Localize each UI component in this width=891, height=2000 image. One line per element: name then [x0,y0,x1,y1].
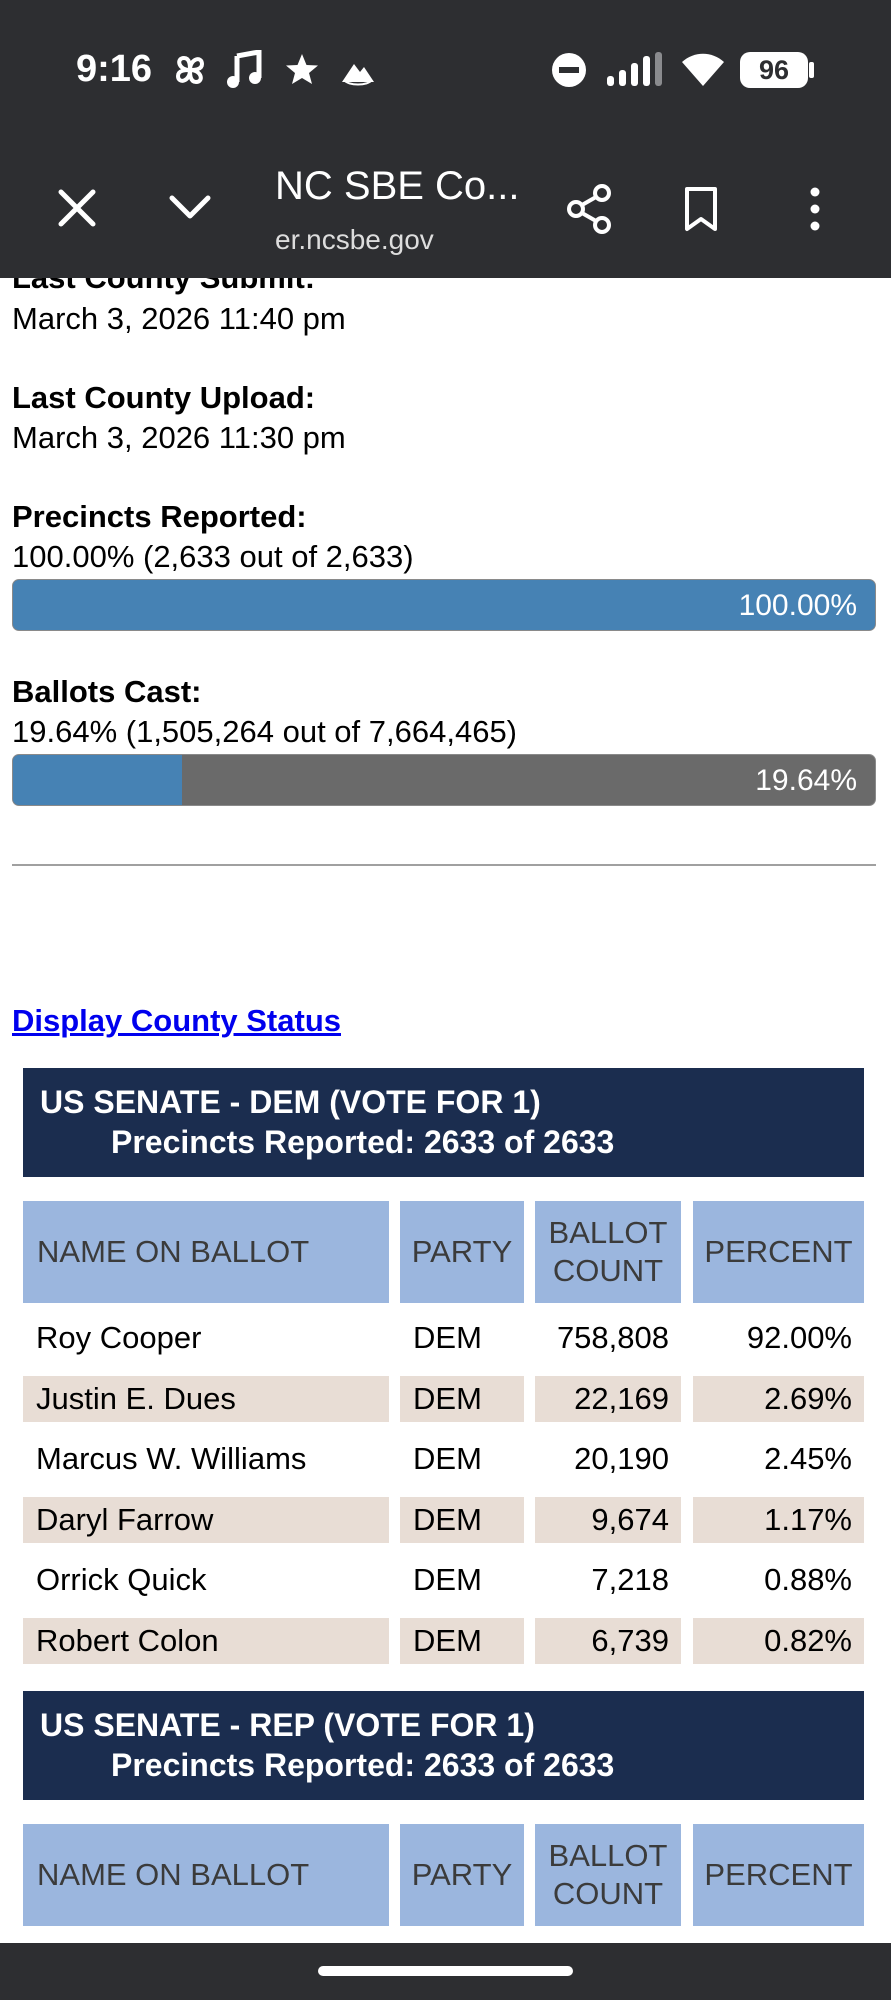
column-header-party[interactable]: PARTY [400,1824,524,1926]
column-header-ballot-line1: BALLOT [548,1215,668,1250]
table-row-count: 758,808 [556,1320,669,1355]
column-header-name[interactable]: NAME ON BALLOT [23,1201,389,1303]
ballots-progress-label: 19.64% [755,764,857,797]
column-header-ballot-line1: BALLOT [548,1838,668,1873]
precincts-progress-bar: 100.00% [12,579,876,631]
battery-tip [809,62,814,78]
divider [12,864,876,866]
table-row-party: DEM [400,1618,524,1664]
last-submit-label: Last County Submit: [12,278,315,296]
last-upload-value: March 3, 2026 11:30 pm [12,420,346,455]
column-header-ballot-line2: COUNT [552,1876,664,1911]
table-row-party: DEM [413,1562,482,1597]
column-header-ballot-count[interactable]: BALLOT COUNT [535,1201,681,1303]
table-row-count: 9,674 [535,1497,681,1543]
table-row-party: DEM [413,1320,482,1355]
page-url[interactable]: er.ncsbe.gov [275,224,434,255]
home-gesture-handle[interactable] [318,1966,573,1976]
column-header-percent[interactable]: PERCENT [693,1824,864,1926]
page-title[interactable]: NC SBE Co... [275,164,520,208]
table-row-party: DEM [413,1441,482,1476]
table-row-percent: 2.69% [693,1376,864,1422]
precincts-progress-label: 100.00% [738,589,857,622]
table-row-name: Roy Cooper [36,1320,202,1355]
column-header-ballot-count[interactable]: BALLOT COUNT [535,1824,681,1926]
table-row-count: 6,739 [535,1618,681,1664]
table-row-count: 22,169 [535,1376,681,1422]
table-row-name: Orrick Quick [36,1562,207,1597]
last-submit-value: March 3, 2026 11:40 pm [12,301,346,336]
precincts-reported-label: Precincts Reported: [12,499,307,534]
precincts-reported-value: 100.00% (2,633 out of 2,633) [12,539,414,574]
close-icon[interactable] [55,186,99,230]
column-header-ballot-line2: COUNT [552,1253,664,1288]
table-row-name: Marcus W. Williams [36,1441,307,1476]
more-vert-icon[interactable] [803,186,827,232]
column-header-name[interactable]: NAME ON BALLOT [23,1824,389,1926]
web-content[interactable]: Last County Submit: March 3, 2026 11:40 … [0,278,891,1943]
signal-icon [607,52,662,86]
table-row-party: DEM [400,1497,524,1543]
ballots-cast-label: Ballots Cast: [12,674,202,709]
bookmark-icon[interactable] [681,185,721,233]
race-header-dem: US SENATE - DEM (VOTE FOR 1) Precincts R… [23,1068,864,1177]
paramount-icon [342,64,374,86]
table-row-name: Daryl Farrow [23,1497,389,1543]
battery-level: 96 [758,54,790,85]
chevron-down-icon[interactable] [166,190,214,226]
table-row-percent: 0.82% [693,1618,864,1664]
column-header-percent[interactable]: PERCENT [693,1201,864,1303]
table-row-count: 20,190 [574,1441,669,1476]
status-bar: 9:16 96 [0,0,891,140]
display-county-status-link[interactable]: Display County Status [12,1003,341,1038]
share-icon[interactable] [564,183,614,235]
wifi-icon [682,53,724,86]
table-row-party: DEM [400,1376,524,1422]
gesture-nav-bar [0,1943,891,2000]
column-header-party[interactable]: PARTY [400,1201,524,1303]
music-note-icon [227,50,262,88]
last-upload-label: Last County Upload: [12,380,316,415]
precincts-progress-fill [13,580,875,630]
table-row-percent: 0.88% [764,1562,852,1597]
race-precincts: Precincts Reported: 2633 of 2633 [111,1124,615,1160]
ballots-progress-fill [13,755,183,805]
table-row-percent: 2.45% [764,1441,852,1476]
race-title: US SENATE - DEM (VOTE FOR 1) [40,1084,541,1120]
race-title: US SENATE - REP (VOTE FOR 1) [40,1707,535,1743]
ballots-progress-bar: 19.64% [12,754,876,806]
race-header-rep: US SENATE - REP (VOTE FOR 1) Precincts R… [23,1691,864,1800]
pinwheel-icon [175,55,205,85]
table-row-count: 7,218 [591,1562,669,1597]
table-row-percent: 92.00% [746,1320,852,1355]
ballots-cast-value: 19.64% (1,505,264 out of 7,664,465) [12,714,518,749]
table-row-name: Justin E. Dues [23,1376,389,1422]
do-not-disturb-icon [552,53,586,87]
battery-icon: 96 [740,52,808,88]
race-precincts: Precincts Reported: 2633 of 2633 [111,1747,615,1783]
status-time: 9:16 [76,48,153,90]
table-row-percent: 1.17% [693,1497,864,1543]
browser-toolbar: NC SBE Co... er.ncsbe.gov [0,140,891,278]
star-icon [286,54,318,84]
table-row-name: Robert Colon [23,1618,389,1664]
